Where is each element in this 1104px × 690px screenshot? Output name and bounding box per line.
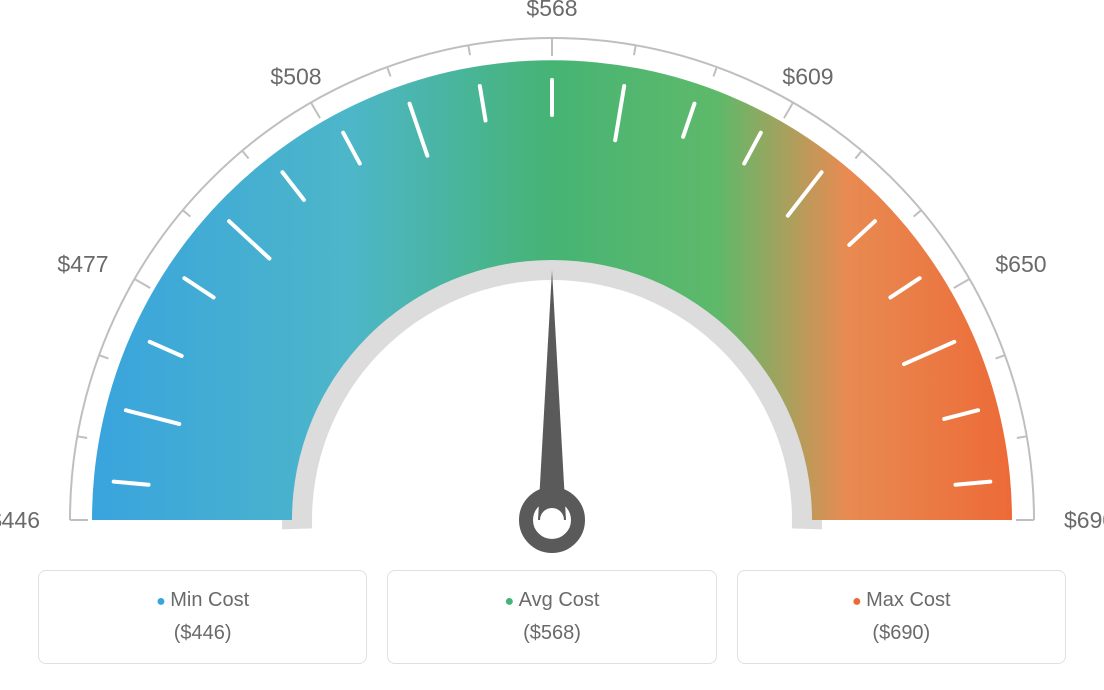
legend-value-avg: ($568) — [396, 622, 707, 645]
legend-label-min: Min Cost — [47, 589, 358, 612]
legend-value-max: ($690) — [746, 622, 1057, 645]
gauge-svg: $446 $477 $508 $568 $609 $650 $690 — [0, 0, 1104, 560]
legend-row: Min Cost ($446) Avg Cost ($568) Max Cost… — [0, 570, 1104, 664]
svg-text:$446: $446 — [0, 507, 40, 533]
legend-card-max: Max Cost ($690) — [737, 570, 1066, 664]
svg-text:$568: $568 — [526, 0, 577, 21]
svg-text:$690: $690 — [1064, 507, 1104, 533]
legend-card-avg: Avg Cost ($568) — [387, 570, 716, 664]
legend-card-min: Min Cost ($446) — [38, 570, 367, 664]
svg-text:$650: $650 — [995, 251, 1046, 277]
svg-text:$477: $477 — [57, 251, 108, 277]
cost-gauge: $446 $477 $508 $568 $609 $650 $690 — [0, 0, 1104, 560]
legend-value-min: ($446) — [47, 622, 358, 645]
svg-text:$609: $609 — [782, 64, 833, 90]
legend-label-max: Max Cost — [746, 589, 1057, 612]
legend-label-avg: Avg Cost — [396, 589, 707, 612]
svg-text:$508: $508 — [270, 64, 321, 90]
